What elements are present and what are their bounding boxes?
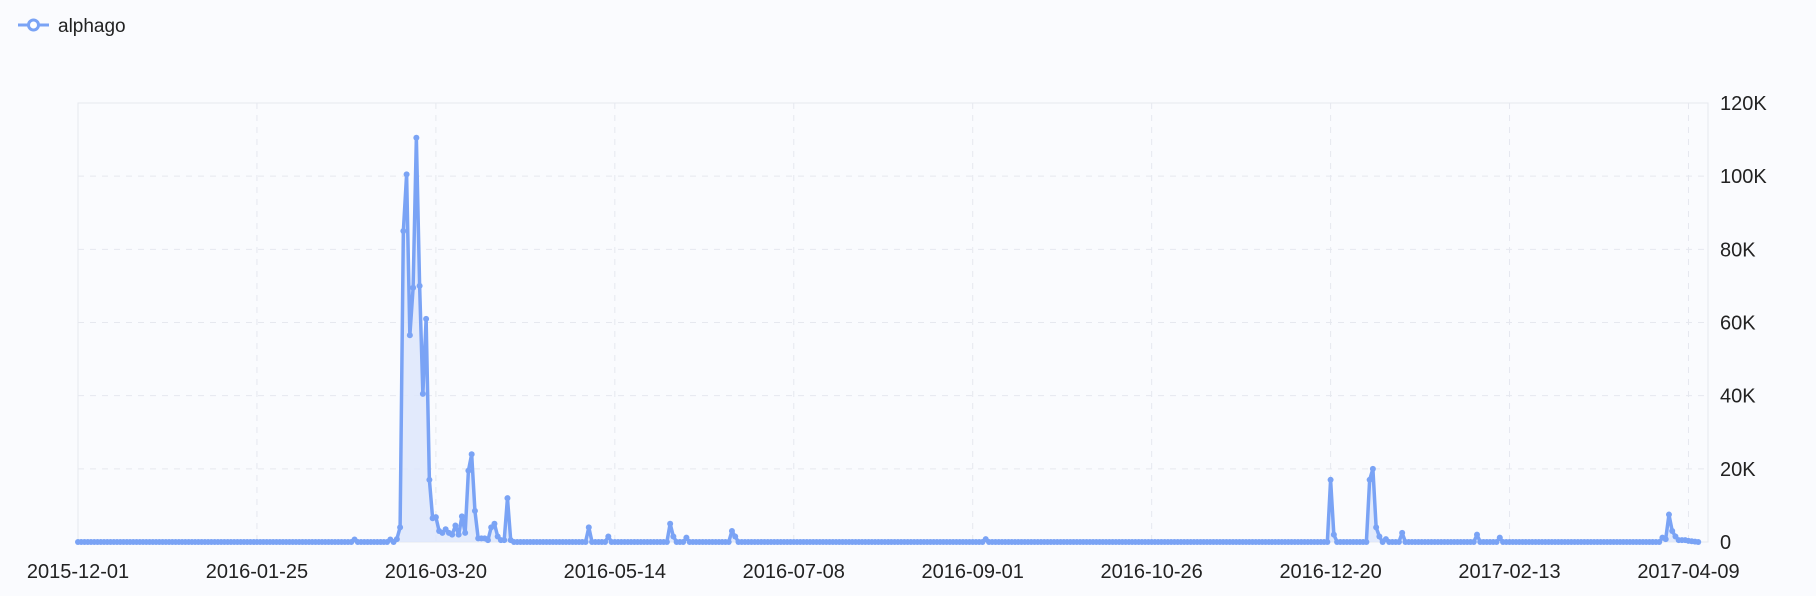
- data-point: [397, 524, 404, 531]
- plot-area: [75, 134, 1702, 545]
- data-point: [501, 537, 508, 544]
- data-point: [1669, 528, 1676, 535]
- data-point: [449, 531, 456, 538]
- data-point: [602, 539, 609, 545]
- data-point: [413, 134, 420, 141]
- data-point: [400, 228, 407, 235]
- data-point: [465, 467, 472, 474]
- x-tick-label: 2017-04-09: [1637, 561, 1739, 583]
- data-point: [1373, 524, 1380, 531]
- y-tick-label: 100K: [1720, 166, 1767, 188]
- data-point: [1395, 539, 1402, 545]
- data-point: [468, 451, 475, 458]
- x-tick-label: 2016-10-26: [1100, 561, 1202, 583]
- data-point: [732, 533, 739, 540]
- legend-label: alphago: [58, 16, 126, 37]
- gridlines: [77, 102, 1709, 543]
- data-point: [423, 315, 430, 322]
- data-point: [582, 539, 589, 545]
- series-area: [78, 137, 1699, 542]
- data-point: [426, 476, 433, 483]
- data-point: [1363, 539, 1370, 545]
- y-axis: 0 20K 40K 60K 80K 100K 120K: [1720, 93, 1767, 554]
- data-point: [1665, 511, 1672, 518]
- data-point: [1470, 539, 1477, 545]
- data-point: [725, 539, 732, 545]
- x-tick-label: 2017-02-13: [1458, 561, 1560, 583]
- data-point: [585, 524, 592, 531]
- data-point: [462, 529, 469, 536]
- data-point: [491, 520, 498, 527]
- data-point: [406, 332, 413, 339]
- data-point: [410, 284, 417, 291]
- data-point: [1399, 529, 1406, 536]
- data-point: [403, 171, 410, 178]
- y-tick-label: 60K: [1720, 313, 1756, 335]
- data-point: [1662, 536, 1669, 543]
- x-tick-label: 2015-12-01: [27, 561, 129, 583]
- data-point: [452, 522, 459, 529]
- data-point: [432, 514, 439, 521]
- data-point: [1324, 539, 1331, 545]
- y-tick-label: 0: [1720, 532, 1731, 554]
- x-tick-label: 2016-12-20: [1279, 561, 1381, 583]
- data-point: [663, 539, 670, 545]
- data-point: [728, 528, 735, 535]
- y-tick-label: 20K: [1720, 459, 1756, 481]
- data-point: [670, 533, 677, 540]
- data-point: [667, 520, 674, 527]
- data-point: [393, 536, 400, 543]
- data-point: [605, 533, 612, 540]
- data-point: [1656, 539, 1663, 545]
- x-tick-label: 2016-03-20: [385, 561, 487, 583]
- data-point: [1474, 531, 1480, 538]
- data-point: [455, 531, 462, 538]
- data-point: [1376, 533, 1383, 540]
- x-tick-label: 2016-01-25: [206, 561, 308, 583]
- data-point: [504, 495, 511, 502]
- y-tick-label: 40K: [1720, 386, 1756, 408]
- data-point: [1330, 531, 1337, 538]
- data-point: [680, 539, 687, 545]
- data-point: [1366, 476, 1373, 483]
- series-line: [78, 136, 1699, 544]
- data-point: [458, 513, 465, 520]
- y-tick-label: 80K: [1720, 239, 1756, 261]
- data-point: [1493, 539, 1500, 545]
- x-tick-label: 2016-09-01: [922, 561, 1024, 583]
- data-point: [416, 282, 423, 289]
- data-point: [1369, 465, 1376, 472]
- data-point: [683, 534, 690, 541]
- legend[interactable]: alphago: [18, 16, 126, 37]
- x-tick-label: 2016-07-08: [743, 561, 845, 583]
- data-point: [471, 507, 478, 514]
- data-point: [1695, 539, 1702, 545]
- y-tick-label: 120K: [1720, 93, 1767, 115]
- x-tick-label: 2016-05-14: [564, 561, 666, 583]
- x-axis: 2015-12-01 2016-01-25 2016-03-20 2016-05-14…: [27, 561, 1740, 583]
- data-point: [1327, 476, 1334, 483]
- data-point: [1496, 534, 1503, 541]
- data-point: [419, 390, 426, 397]
- legend-marker-icon: [27, 18, 40, 32]
- data-point: [484, 537, 491, 544]
